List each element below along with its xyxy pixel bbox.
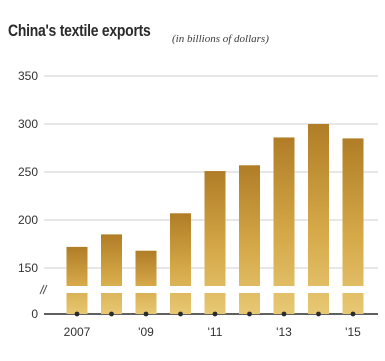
bar — [170, 213, 191, 314]
y-tick-label: 250 — [18, 165, 38, 179]
bar — [308, 124, 329, 314]
bar — [101, 234, 122, 314]
x-tick-mark — [143, 311, 149, 317]
x-tick-label: 2007 — [64, 325, 91, 339]
x-tick-label: '13 — [276, 325, 292, 339]
y-axis-labels: 0 150 200 250 300 350 — [18, 69, 38, 321]
x-tick-mark — [247, 311, 252, 317]
x-axis-labels: 2007 '09 '11 '13 '15 — [64, 325, 361, 339]
axis-break-mark — [39, 284, 45, 295]
x-tick-mark — [212, 311, 218, 317]
y-tick-label: 0 — [31, 307, 38, 321]
bar — [273, 137, 295, 314]
y-tick-label: 300 — [18, 117, 38, 131]
x-tick-label: '15 — [345, 325, 361, 339]
bar — [342, 138, 364, 314]
y-tick-label: 150 — [18, 261, 38, 275]
x-tick-mark — [281, 311, 287, 317]
y-tick-label: 200 — [18, 213, 38, 227]
bar — [135, 250, 157, 314]
axis-break-mark — [42, 284, 48, 295]
axis-break-band — [42, 286, 380, 293]
x-tick-label: '11 — [208, 325, 223, 339]
y-tick-label: 350 — [18, 69, 38, 83]
chart-title: China's textile exports — [8, 21, 151, 40]
bar — [66, 246, 88, 314]
x-tick-mark — [74, 311, 80, 317]
x-tick-mark — [109, 311, 114, 317]
x-tick-mark — [178, 311, 183, 317]
x-tick-label: '09 — [138, 325, 154, 339]
x-tick-mark — [316, 311, 321, 317]
chart-subtitle: (in billions of dollars) — [172, 33, 269, 45]
bars — [66, 124, 364, 317]
bar — [204, 171, 226, 314]
x-tick-mark — [350, 311, 356, 317]
bar — [239, 165, 260, 314]
axis-break — [39, 284, 380, 295]
